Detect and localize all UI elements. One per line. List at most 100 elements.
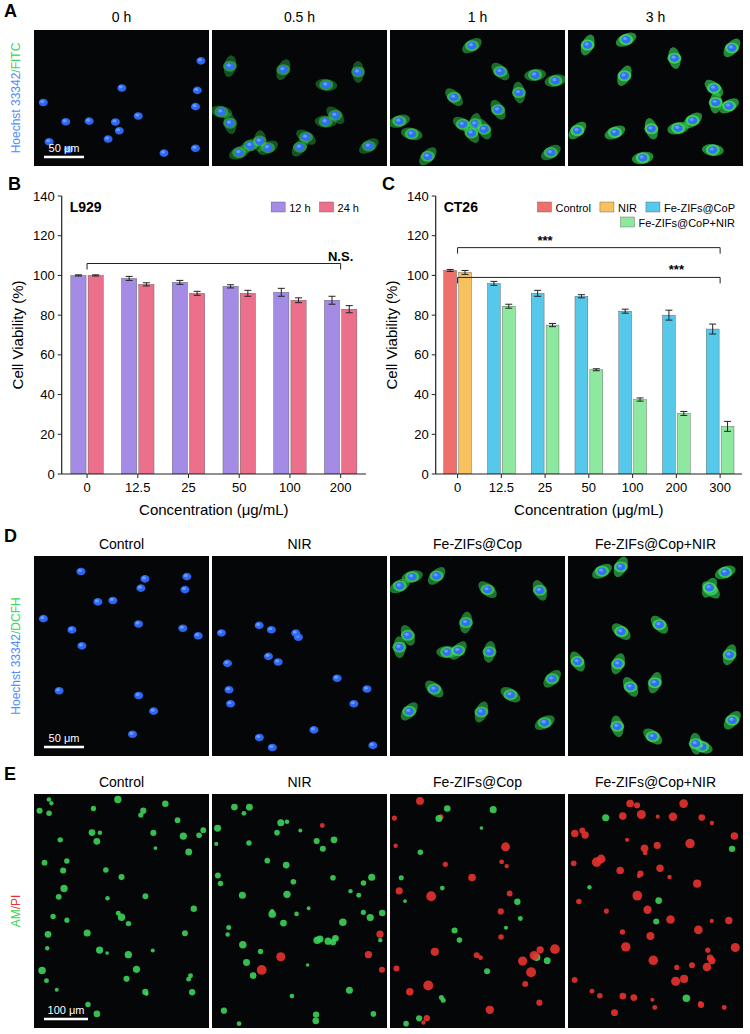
nucleus [494,106,503,114]
scale-bar [44,746,84,749]
nucleus [364,686,368,689]
live-cell [246,804,253,811]
x-tick-label: 200 [330,480,352,495]
live-cell [283,891,290,898]
live-cell [150,830,156,836]
nucleus [55,687,64,695]
nucleus [613,723,622,731]
nucleus [355,69,359,72]
nucleus [552,78,556,81]
nucleus [309,726,318,734]
live-cell [42,860,48,866]
x-axis [62,473,366,474]
nucleus [370,743,374,746]
nucleus [67,626,76,634]
nucleus [134,112,143,120]
nucleus [182,587,186,590]
micrograph [390,556,565,756]
live-cell [403,1021,409,1027]
x-tick [340,474,341,478]
nucleus [334,676,338,679]
nucleus [483,586,492,594]
live-cell [91,806,96,811]
live-cell [367,914,374,921]
cell-body [725,715,739,726]
live-cell [313,936,321,944]
image-title: Control [99,536,144,552]
live-cell [330,875,336,881]
dead-cell [320,823,325,828]
nucleus [450,93,459,101]
nucleus [721,569,730,577]
live-cell [441,998,446,1003]
cell-body [488,60,512,84]
live-cell [118,874,124,880]
x-tick [720,474,721,478]
nucleus [599,569,603,572]
y-tick-label: 0 [47,467,54,482]
y-tick-label: 140 [407,189,429,204]
cell-body [491,104,505,115]
live-cell [221,1008,227,1014]
nucleus [333,674,342,682]
nucleus [434,573,438,576]
image-ground [390,556,565,756]
cell-body [701,143,724,157]
nucleus [194,632,203,640]
nucleus [409,131,413,134]
nucleus [495,107,499,110]
live-cell [729,846,735,852]
live-cell [274,830,280,836]
x-tick-label: 100 [279,480,301,495]
live-cell [44,978,49,983]
live-cell [96,946,103,953]
nucleus [405,633,409,636]
y-axis [61,196,62,474]
nucleus [407,130,416,138]
nucleus [671,56,675,59]
nucleus [129,732,133,735]
image-panel: EAM/PIControl100 μmNIRFe-ZIFs@CopFe-ZIFs… [4,764,743,1028]
scale-bar-label: 50 μm [49,142,80,154]
nucleus [617,628,626,636]
legend-swatch [271,202,285,212]
live-cell [313,1011,319,1017]
nucleus [546,149,555,157]
error-bar [637,398,644,401]
nucleus [507,692,511,695]
nucleus [455,648,459,651]
cell-body [276,64,290,75]
nucleus [196,57,205,65]
live-cell [399,875,404,880]
cell-body [293,126,318,148]
y-tick-label: 60 [414,347,428,362]
cell-body [544,147,558,158]
live-cell [653,919,659,925]
nucleus [236,150,240,153]
live-cell [320,846,326,852]
live-cell [58,837,63,842]
nucleus [135,113,139,116]
dead-cell [698,1002,704,1008]
nucleus [218,630,222,633]
dead-cell [646,932,654,940]
cell-body [624,681,638,692]
live-cell [60,885,67,892]
nucleus [729,718,733,721]
live-cell [142,989,148,995]
micrograph [390,30,565,166]
nucleus [548,150,552,153]
nucleus [223,660,232,668]
nucleus [481,127,485,130]
cell-body [611,658,625,669]
x-tick-label: 0 [83,480,90,495]
error-bar [447,269,454,271]
cell-body [532,712,557,733]
live-cell [371,1011,377,1017]
live-cell [85,1002,90,1007]
dead-cell [498,934,504,940]
image-ground [568,556,743,756]
cell-body [528,69,542,80]
nucleus [463,620,467,623]
channel-part: /FITC [9,42,23,72]
